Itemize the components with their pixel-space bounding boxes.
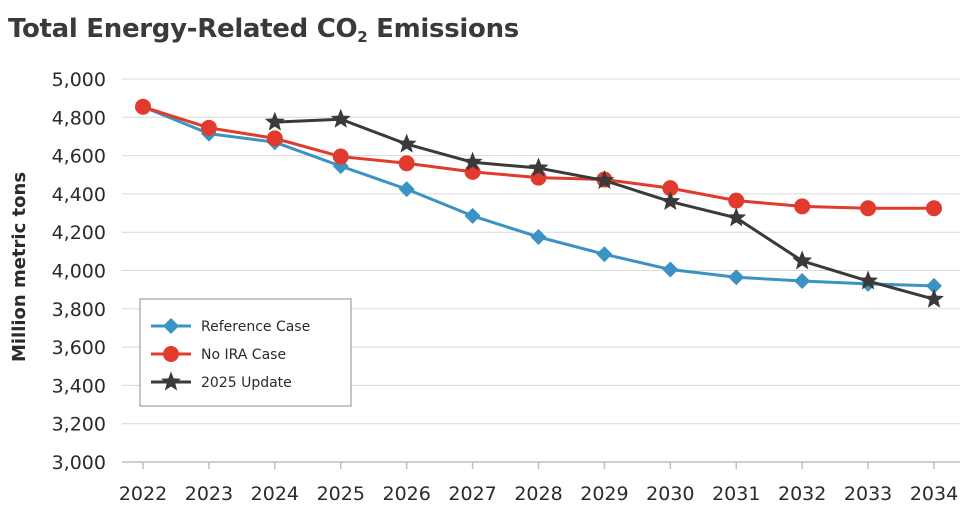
data-point-star (330, 108, 351, 128)
data-point-diamond (794, 273, 811, 290)
axes: 3,000 3,200 3,400 3,600 3,800 4,000 4,200 4,400… (52, 69, 960, 505)
data-point-star (396, 133, 417, 153)
series-line (142, 105, 934, 210)
legend-label: No IRA Case (201, 347, 286, 363)
x-tick-label: 2034 (910, 483, 958, 505)
data-point-circle (860, 200, 877, 217)
data-point-diamond (464, 207, 481, 224)
series-line (274, 117, 935, 301)
x-tick-label: 2031 (712, 483, 760, 505)
y-tick-label: 5,000 (52, 69, 106, 91)
y-tick-label: 3,800 (52, 299, 106, 321)
data-point-diamond (926, 277, 942, 294)
data-point-star (858, 270, 879, 290)
chart-title: Total Energy-Related CO2 Emissions (8, 14, 519, 46)
y-tick-label: 4,400 (52, 184, 106, 206)
data-point-star (924, 288, 944, 308)
data-point-diamond (596, 246, 613, 263)
y-tick-label: 3,400 (52, 375, 106, 397)
data-point-circle (662, 180, 679, 197)
series-2025-update (264, 108, 944, 308)
data-point-star (264, 111, 285, 131)
data-point-circle (794, 198, 811, 215)
x-tick-label: 2024 (251, 483, 299, 505)
y-tick-label: 4,000 (52, 261, 106, 283)
data-point-star (594, 170, 615, 189)
series (135, 98, 944, 308)
data-point-circle (135, 98, 151, 115)
y-tick-label: 3,200 (52, 414, 106, 436)
series-line (142, 105, 935, 288)
data-point-circle (332, 148, 349, 165)
data-point-circle (398, 155, 415, 172)
data-point-diamond (728, 269, 745, 286)
y-tick-label: 3,600 (52, 337, 106, 359)
legend-label: Reference Case (201, 319, 310, 335)
data-point-circle (728, 192, 745, 209)
y-tick-label: 4,800 (52, 107, 106, 129)
y-tick-label: 3,000 (52, 452, 106, 474)
data-point-circle (926, 200, 942, 217)
x-tick-label: 2029 (580, 483, 628, 505)
x-tick-label: 2023 (185, 483, 233, 505)
data-point-diamond (163, 318, 179, 334)
data-point-diamond (530, 228, 547, 245)
series-no-ira-case (135, 98, 942, 217)
data-point-circle (200, 119, 217, 136)
x-tick-label: 2022 (119, 483, 167, 505)
data-point-diamond (398, 181, 415, 198)
x-tick-label: 2032 (778, 483, 826, 505)
legend: Reference Case No IRA Case 2025 Update (139, 298, 352, 407)
x-tick-label: 2030 (646, 483, 694, 505)
series-reference-case (135, 98, 942, 294)
x-tick-label: 2028 (514, 483, 562, 505)
data-point-circle (163, 346, 179, 362)
y-tick-label: 4,600 (52, 146, 106, 168)
y-tick-label: 4,200 (52, 222, 106, 244)
data-point-star (462, 151, 483, 171)
x-tick-label: 2025 (317, 483, 365, 505)
data-point-star (660, 191, 681, 211)
data-point-star (528, 157, 549, 177)
x-tick-label: 2027 (448, 483, 496, 505)
data-point-star (726, 207, 747, 227)
y-axis-label: Million metric tons (9, 172, 30, 362)
data-point-circle (266, 130, 283, 147)
x-tick-label: 2033 (844, 483, 892, 505)
legend-label: 2025 Update (201, 375, 292, 391)
data-point-star (161, 371, 181, 391)
x-tick-label: 2026 (382, 483, 430, 505)
data-point-diamond (662, 261, 679, 278)
data-point-star (792, 250, 813, 270)
